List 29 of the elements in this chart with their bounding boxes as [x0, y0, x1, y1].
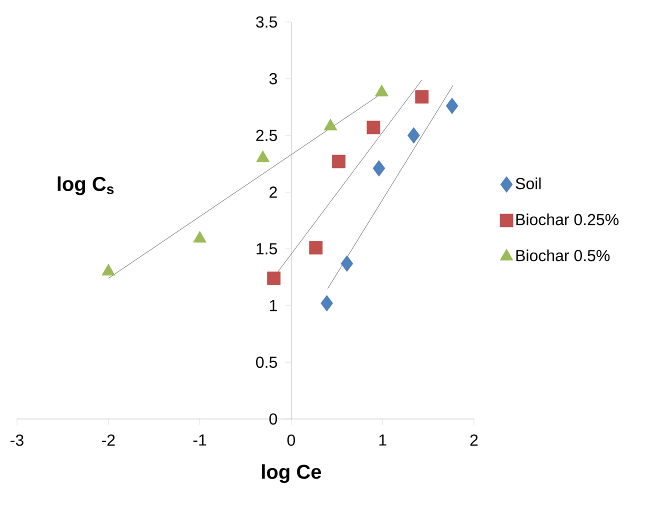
x-tick-label: 0	[287, 434, 296, 446]
y-tick-label: 0	[269, 413, 278, 425]
x-tick-label: -2	[102, 434, 115, 446]
x-tick-label: -3	[10, 434, 24, 446]
x-tick-label: 1	[379, 434, 386, 446]
y-tick-label: 1.5	[256, 243, 277, 254]
y-tick-label: 0.5	[256, 356, 277, 368]
point	[446, 98, 458, 114]
y-tick-label: 1	[270, 300, 277, 312]
point	[309, 241, 323, 254]
y-tick-label: 2	[270, 186, 277, 198]
x-tick-label: 2	[470, 434, 478, 446]
point	[332, 154, 346, 168]
x-tick-label: -1	[193, 434, 206, 446]
x-axis-title: log Ce	[262, 464, 322, 483]
point	[340, 255, 354, 272]
point	[372, 160, 386, 177]
point	[366, 120, 380, 134]
point	[407, 127, 420, 144]
y-axis-title: log C$_{s}$	[58, 176, 114, 196]
y-tick-label: 3	[269, 73, 277, 84]
y-tick-label: 2.5	[256, 130, 277, 142]
y-tick-label: 3.5	[256, 16, 277, 28]
legend-label: Biochar 0.5%	[516, 249, 610, 262]
legend-label: Soil	[516, 178, 541, 190]
point	[267, 272, 281, 286]
legend-label: Biochar 0.25%	[516, 214, 619, 226]
point	[320, 295, 334, 312]
point	[415, 90, 429, 104]
